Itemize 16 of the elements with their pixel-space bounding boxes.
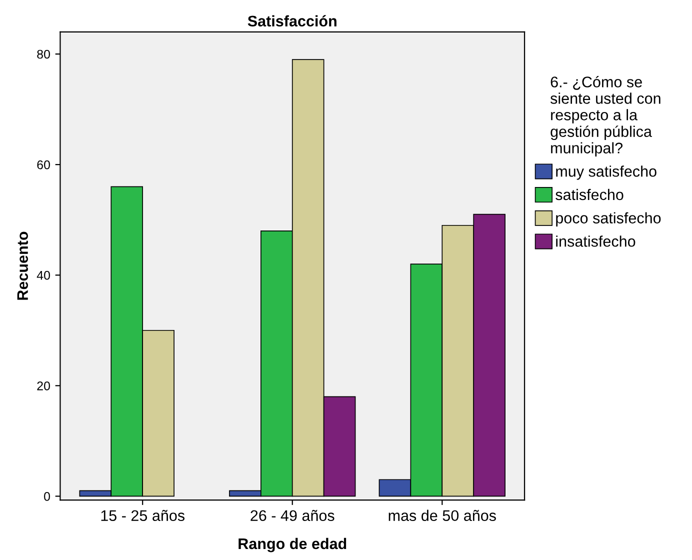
y-tick-label: 40 bbox=[36, 270, 50, 280]
y-tick-label: 80 bbox=[37, 50, 50, 59]
x-tick-label: mas de 50 años bbox=[388, 510, 496, 522]
legend-label: poco satisfecho bbox=[556, 212, 661, 226]
chart-title: Satisfacción bbox=[248, 15, 336, 27]
legend-title: 6.- ¿Cómo se siente usted con respecto a la gestión pública municipal? bbox=[550, 76, 660, 156]
y-axis-title: Recuento bbox=[17, 232, 28, 300]
y-tick-label: 60 bbox=[37, 160, 50, 170]
legend-label: muy satisfecho bbox=[556, 166, 656, 180]
x-tick-label: 26 - 49 años bbox=[250, 510, 334, 522]
y-tick-label: 20 bbox=[37, 381, 50, 390]
legend-label: insatisfecho bbox=[556, 236, 636, 247]
y-tick-label: 0 bbox=[44, 492, 50, 501]
x-axis-title: Rango de edad bbox=[238, 538, 346, 552]
x-tick-label: 15 - 25 años bbox=[101, 510, 185, 522]
legend-label: satisfecho bbox=[556, 188, 624, 200]
